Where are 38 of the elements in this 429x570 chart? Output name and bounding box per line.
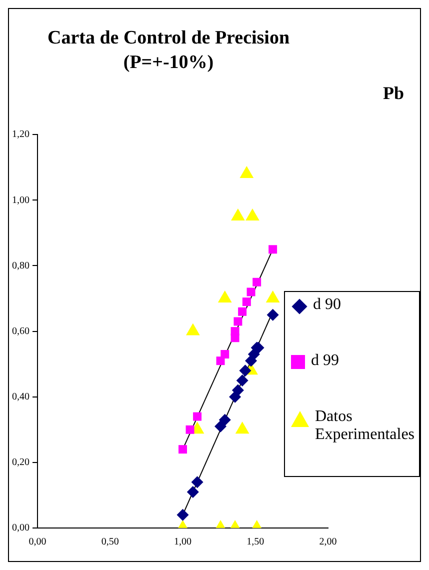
y-tick-label: 0,00 — [12, 522, 30, 534]
legend-label: d 90 — [313, 296, 341, 314]
point — [268, 245, 278, 254]
point — [186, 425, 194, 434]
point — [252, 278, 262, 286]
chart-subtitle: (P=+-10%) — [123, 52, 214, 74]
x-tick-label: 1,50 — [246, 536, 264, 548]
point — [232, 384, 244, 396]
point — [230, 327, 240, 336]
y-tick-label: 0,60 — [12, 326, 30, 337]
point — [186, 486, 199, 498]
x-tick-label: 0,00 — [28, 536, 46, 548]
point — [218, 414, 231, 426]
point — [191, 476, 204, 488]
legend-label: Datos Experimentales — [315, 408, 416, 444]
text: Pb — [382, 83, 404, 103]
x-tick-label: 2,00 — [319, 536, 337, 548]
y-tick-label: 0,40 — [12, 391, 30, 402]
point — [234, 317, 242, 326]
legend-label: d 99 — [311, 352, 339, 370]
point — [239, 364, 252, 377]
point — [236, 374, 248, 386]
y-tick-label: 1,00 — [12, 194, 30, 206]
y-tick-label: 1,20 — [12, 129, 30, 140]
x-tick-label: 0,50 — [101, 536, 119, 548]
point — [220, 350, 230, 358]
point — [214, 420, 227, 432]
x-tick-label: 1,00 — [174, 536, 192, 548]
point — [178, 445, 187, 454]
point — [246, 288, 256, 296]
point — [238, 307, 247, 316]
point — [242, 298, 251, 306]
chart-title: Carta de Control de Precision — [47, 27, 290, 48]
point — [193, 412, 202, 421]
point — [266, 308, 279, 321]
point — [176, 508, 189, 521]
y-tick-label: 0,80 — [12, 260, 30, 272]
y-tick-label: 0,20 — [12, 457, 30, 468]
